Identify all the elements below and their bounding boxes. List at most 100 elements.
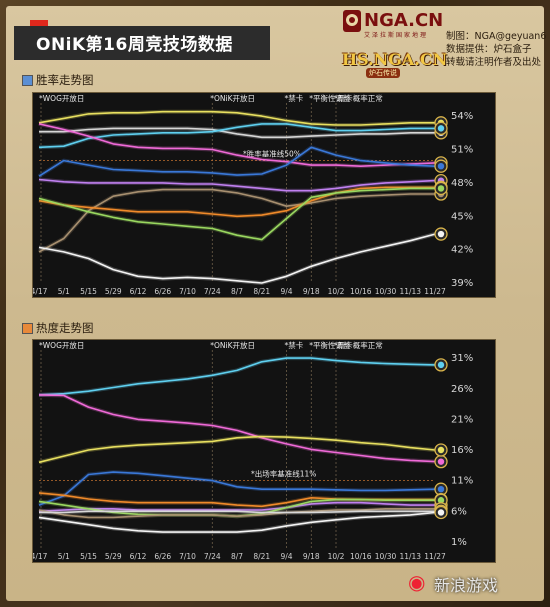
x-tick-label: 8/21 [253,287,270,296]
reference-line-label: *胜率基准线50% [243,149,301,159]
x-tick-label: 9/4 [280,287,292,296]
x-tick-label: 6/26 [154,552,171,561]
nga-logo-icon [343,10,361,32]
annotation-label: *ONiK开放日 [210,340,255,350]
sina-games-watermark: 新浪游戏 [434,576,499,595]
popularity-chart: *WOG开放日 *ONiK开放日 *禁卡 *平衡性调整*新卡概率正常 *出场率基准线11… [33,340,473,561]
series-line [38,110,435,126]
hs-logo-subtitle: 炉石传说 [366,68,400,78]
y-tick-label: 54% [451,111,473,122]
series-line [38,233,436,284]
annotation-label: *平衡性调整 [309,340,351,350]
x-tick-label: 5/1 [58,552,70,561]
title-bar [14,26,270,60]
x-tick-label: 11/13 [399,552,421,561]
x-tick-label: 10/30 [375,552,397,561]
series-line [38,511,436,533]
series-line [39,510,435,514]
popularity-section-label: 热度走势图 [36,321,94,335]
y-tick-label: 48% [451,178,473,189]
y-tick-label: 6% [451,506,467,517]
x-tick-label: 5/15 [80,287,97,296]
x-tick-label: 5/29 [105,552,122,561]
x-tick-label: 8/21 [253,552,270,561]
winrate-section-marker [22,75,33,86]
hero-class-icon [434,454,448,469]
series-line [38,146,436,177]
popularity-chart-panel: *WOG开放日 *ONiK开放日 *禁卡 *平衡性调整 *新卡概率正常 *出场率基准线11… [32,339,496,563]
credit-data-source: 数据提供：炉石盒子 [446,44,532,55]
x-tick-label: 11/27 [424,287,446,296]
series-line [38,187,435,241]
series-line [38,186,435,218]
y-tick-label: 16% [451,445,473,456]
x-tick-label: 10/16 [350,287,372,296]
series-line [39,127,435,139]
hero-class-icon [434,181,448,196]
y-tick-label: 26% [451,384,473,395]
x-tick-label: 7/10 [179,552,196,561]
x-tick-label: 6/12 [130,552,147,561]
annotation-label: *新卡概率正常 [334,93,383,103]
winrate-section-label: 胜率走势图 [36,73,94,87]
x-tick-label: 7/24 [204,287,221,296]
x-tick-label: 4/17 [33,287,48,296]
x-tick-label: 10/2 [328,552,345,561]
credit-author: 制图：NGA@geyuan6 [446,31,547,42]
winrate-chart-panel: *WOG开放日 *ONiK开放日 *禁卡 *平衡性调整 *新卡概率正常 *胜率基准线50%… [32,92,496,298]
nga-logo-subtitle: 艾泽拉斯国家地理 [364,32,429,39]
series-line-glow [38,392,436,464]
title-accent-bar [30,20,48,26]
x-tick-label: 7/10 [179,287,196,296]
annotation-label: *禁卡 [285,340,304,350]
series-line [38,394,436,463]
y-tick-label: 51% [451,145,473,156]
x-tick-label: 7/24 [204,552,221,561]
annotation-label: *WOG开放日 [39,93,84,103]
x-tick-label: 5/15 [80,552,97,561]
x-tick-label: 11/27 [424,552,446,561]
annotation-label: *禁卡 [285,93,304,103]
x-tick-label: 11/13 [399,287,421,296]
annotation-label: *新卡概率正常 [334,340,383,350]
winrate-chart: *WOG开放日 *ONiK开放日 *禁卡 *平衡性调整*新卡概率正常 *胜率基准线50%… [33,93,473,296]
hero-class-icon [434,121,448,136]
x-tick-label: 5/29 [105,287,122,296]
hero-class-icon [434,227,448,241]
x-tick-label: 4/17 [33,552,48,561]
x-tick-label: 10/2 [328,287,345,296]
series-line [38,471,436,506]
page-title: ONiK第16周竞技场数据 [36,35,233,55]
series-line [38,123,435,149]
reference-line-label: *出场率基准线11% [251,469,316,479]
popularity-section-marker [22,323,33,334]
y-tick-label: 45% [451,211,473,222]
credit-reprint-notice: 转载请注明作者及出处 [446,57,542,68]
y-tick-label: 39% [451,278,473,289]
y-tick-label: 1% [451,537,467,548]
series-line-glow [38,232,436,285]
hero-class-icon [434,505,448,520]
y-tick-label: 21% [451,414,473,425]
annotation-label: *WOG开放日 [39,340,84,350]
x-tick-label: 10/16 [350,552,372,561]
series-line [38,178,436,192]
x-tick-label: 8/7 [231,552,243,561]
y-tick-label: 11% [451,476,473,487]
x-tick-label: 9/18 [303,552,320,561]
x-tick-label: 6/26 [154,287,171,296]
series-line [38,435,436,464]
series-line [38,188,435,253]
x-tick-label: 8/7 [231,287,243,296]
sina-eye-icon: ◉ [408,570,426,594]
hero-class-icon [434,358,448,372]
hero-class-icon [434,159,448,173]
hero-class-icon [434,482,448,496]
hero-class-icon [434,443,448,457]
y-tick-label: 31% [451,353,473,364]
nga-logo-text: NGA.CN [364,10,444,31]
x-tick-label: 5/1 [58,287,70,296]
annotation-label: *ONiK开放日 [210,93,255,103]
y-tick-label: 42% [451,245,473,256]
x-tick-label: 9/4 [280,552,292,561]
